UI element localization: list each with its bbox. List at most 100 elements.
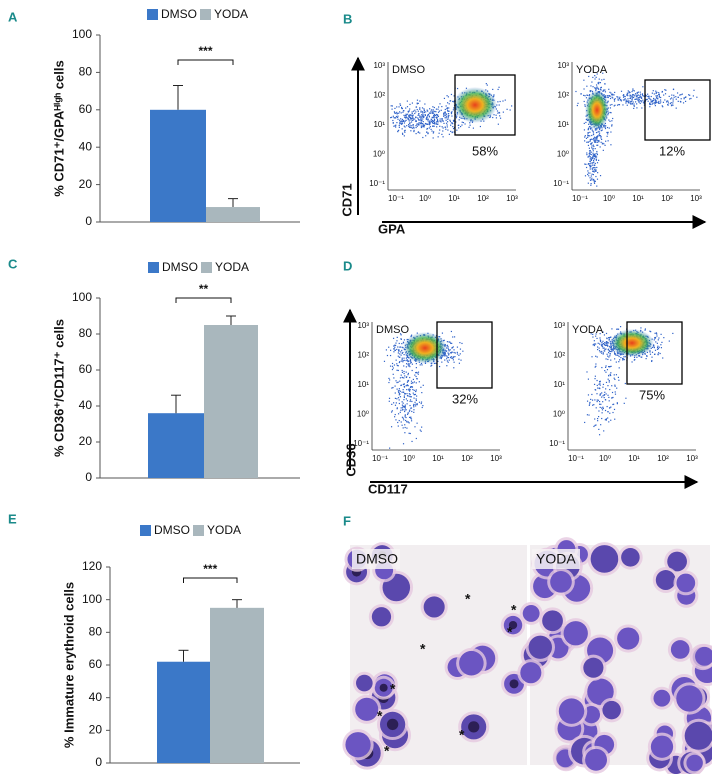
event-dot	[399, 411, 401, 413]
error-bar	[228, 198, 238, 208]
event-dot	[415, 367, 417, 369]
event-dot	[593, 179, 595, 182]
event-dot	[593, 182, 596, 184]
event-dot	[608, 88, 610, 90]
event-dot	[604, 91, 607, 93]
event-dot	[405, 115, 407, 117]
event-dot	[607, 344, 609, 346]
event-dot	[602, 331, 604, 333]
event-dot	[656, 101, 658, 104]
event-dot	[422, 136, 424, 139]
event-dot	[446, 365, 448, 367]
event-dot	[593, 145, 595, 148]
event-dot	[401, 369, 403, 372]
event-dot	[399, 104, 402, 106]
event-dot	[417, 110, 419, 112]
cell	[676, 573, 696, 593]
event-dot	[613, 374, 615, 376]
event-dot	[452, 109, 454, 111]
event-dot	[598, 434, 601, 436]
event-dot	[608, 338, 610, 340]
event-dot	[592, 86, 594, 88]
event-dot	[417, 117, 419, 119]
event-dot	[439, 118, 441, 120]
event-dot	[609, 120, 611, 122]
event-dot	[409, 404, 411, 407]
y-tick-label: 80	[79, 65, 93, 79]
sample-label: DMSO	[376, 324, 409, 336]
event-dot	[418, 401, 421, 403]
event-dot	[410, 407, 413, 409]
event-dot	[399, 353, 401, 355]
event-dot	[403, 372, 405, 375]
event-dot	[583, 94, 585, 97]
event-dot	[404, 410, 406, 413]
event-dot	[415, 405, 417, 407]
event-dot	[596, 400, 598, 403]
event-dot	[406, 393, 408, 395]
event-dot	[609, 91, 611, 93]
event-dot	[589, 126, 591, 128]
event-dot	[396, 408, 398, 410]
event-dot	[693, 89, 695, 91]
event-dot	[410, 362, 412, 364]
event-dot	[412, 382, 414, 384]
event-dot	[446, 356, 448, 358]
event-dot	[590, 179, 592, 181]
event-dot	[653, 346, 655, 349]
event-dot	[405, 107, 407, 109]
event-dot	[614, 358, 616, 360]
event-dot	[441, 126, 443, 128]
event-dot	[445, 115, 447, 117]
event-dot	[638, 97, 641, 99]
event-dot	[587, 394, 590, 396]
event-dot	[650, 331, 652, 333]
event-dot	[408, 123, 410, 126]
event-dot	[423, 125, 425, 127]
marker: *	[420, 641, 426, 657]
event-dot	[689, 98, 691, 100]
event-dot	[607, 140, 609, 142]
event-dot	[632, 101, 634, 103]
event-dot	[391, 362, 394, 365]
event-dot	[437, 106, 440, 108]
event-dot	[594, 129, 596, 131]
event-dot	[447, 356, 450, 359]
event-dot	[389, 365, 392, 367]
event-dot	[408, 393, 410, 395]
event-dot	[587, 378, 590, 380]
legend-label: YODA	[214, 7, 248, 21]
event-dot	[596, 399, 598, 401]
event-dot	[613, 94, 615, 96]
event-dot	[654, 337, 656, 340]
event-dot	[499, 117, 502, 119]
event-dot	[394, 117, 396, 119]
event-dot	[653, 353, 656, 356]
event-dot	[596, 393, 598, 395]
event-dot	[408, 416, 411, 418]
event-dot	[402, 361, 404, 363]
event-dot	[426, 118, 428, 121]
event-dot	[441, 361, 443, 363]
event-dot	[396, 121, 398, 124]
event-dot	[394, 349, 396, 351]
event-dot	[409, 399, 412, 401]
y-tick-label: 10⁰	[553, 410, 565, 419]
event-dot	[417, 123, 419, 125]
event-dot	[415, 120, 417, 122]
event-dot	[672, 100, 674, 102]
marker: *	[511, 602, 517, 618]
event-dot	[421, 123, 424, 125]
y-tick-label: 10⁰	[357, 410, 369, 419]
event-dot	[642, 101, 645, 103]
event-dot	[588, 147, 591, 149]
event-dot	[409, 400, 411, 402]
event-dot	[598, 78, 600, 80]
event-dot	[410, 119, 412, 121]
y-tick-label: 10⁰	[373, 150, 385, 159]
event-dot	[397, 390, 400, 392]
event-dot	[658, 95, 661, 97]
event-dot	[610, 131, 612, 133]
event-dot	[602, 149, 604, 151]
event-dot	[645, 98, 647, 101]
